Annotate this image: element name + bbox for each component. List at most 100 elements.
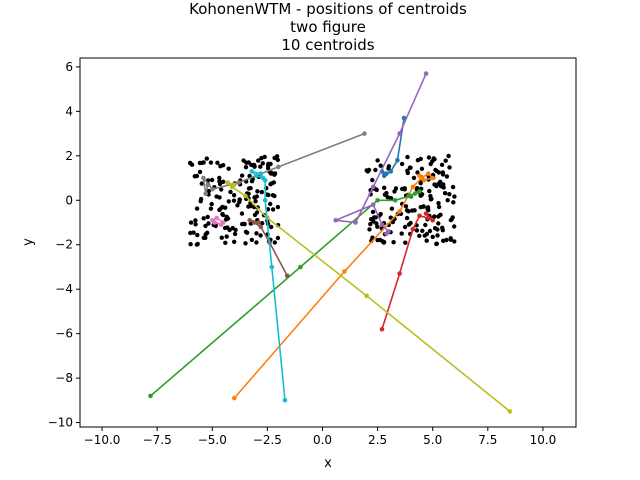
y-axis-ticks: −10 −8 −6 −4 −2 0 2 4 6	[48, 60, 80, 430]
data-point	[218, 206, 224, 211]
trajectory-point	[410, 226, 416, 232]
trajectory-point	[247, 218, 252, 223]
data-point	[217, 179, 222, 184]
data-point	[235, 203, 240, 208]
y-tick-label: −10	[48, 416, 73, 430]
trajectory-point	[384, 171, 389, 176]
data-point	[260, 161, 265, 166]
data-point	[415, 170, 420, 175]
trajectory-point	[258, 171, 264, 176]
data-point	[368, 221, 373, 227]
data-point	[432, 182, 437, 187]
trajectory-point	[412, 191, 418, 196]
data-point	[266, 161, 271, 167]
title-line-1: KohonenWTM - positions of centroids	[189, 0, 467, 18]
data-point	[188, 242, 193, 247]
data-point	[240, 221, 245, 227]
trajectory-point	[203, 191, 208, 196]
trajectory-point	[251, 220, 257, 225]
trajectory-point	[417, 173, 422, 179]
data-point	[219, 235, 224, 240]
data-point	[195, 241, 200, 247]
data-point	[389, 206, 395, 211]
data-point	[189, 162, 195, 167]
trajectory-point	[397, 131, 402, 136]
data-point	[373, 167, 378, 173]
data-point	[417, 233, 422, 238]
data-point	[275, 204, 281, 210]
trajectory-point	[262, 198, 268, 203]
y-tick-label: −2	[55, 238, 73, 252]
trajectory-point	[421, 178, 427, 183]
data-point	[259, 189, 264, 195]
trajectory-point	[395, 158, 400, 163]
data-point	[408, 220, 413, 226]
data-point	[191, 230, 196, 235]
centroid-trajectory-10	[249, 169, 288, 403]
data-point	[272, 193, 277, 199]
y-axis-label: y	[21, 238, 36, 246]
data-point	[219, 187, 224, 192]
data-point	[232, 231, 238, 237]
y-tick-label: −4	[55, 282, 73, 296]
data-point	[391, 240, 396, 245]
data-point	[423, 222, 428, 228]
data-point	[209, 177, 215, 183]
trajectory-point	[353, 220, 358, 225]
trajectory-point	[210, 186, 215, 192]
data-point	[443, 158, 448, 163]
data-point	[435, 233, 440, 238]
data-point	[269, 224, 274, 230]
data-point	[228, 189, 233, 195]
data-point	[224, 234, 229, 239]
x-tick-label: −10.0	[84, 433, 121, 447]
data-point	[197, 169, 203, 175]
trajectory-point	[243, 193, 248, 199]
trajectory-point	[205, 182, 211, 187]
trajectory-point	[282, 398, 288, 403]
data-point	[254, 194, 259, 199]
data-point	[218, 164, 223, 169]
data-point	[206, 221, 211, 226]
data-point	[444, 174, 450, 179]
trajectory-point	[423, 71, 429, 76]
data-point	[226, 199, 231, 204]
x-tick-label: 10.0	[530, 433, 557, 447]
y-tick-label: 0	[65, 193, 73, 207]
data-point	[215, 160, 220, 165]
data-point	[208, 206, 214, 211]
data-point	[450, 184, 456, 190]
data-points	[188, 153, 457, 247]
data-point	[203, 232, 208, 237]
data-point	[244, 230, 250, 235]
data-point	[201, 160, 206, 165]
trajectory-point	[254, 173, 259, 179]
centroid-trajectories	[148, 71, 513, 414]
data-point	[441, 238, 446, 243]
centroid-trajectory-7	[210, 215, 226, 227]
data-point	[419, 166, 425, 171]
data-point	[222, 225, 228, 231]
data-point	[188, 230, 193, 236]
trajectory-point	[426, 215, 431, 221]
trajectory-point	[430, 175, 436, 181]
data-point	[434, 241, 439, 247]
data-point	[374, 221, 379, 226]
data-point	[370, 177, 375, 183]
data-point	[195, 232, 200, 238]
data-point	[430, 234, 435, 240]
data-point	[253, 199, 258, 204]
data-point	[198, 199, 203, 204]
data-point	[272, 172, 277, 177]
data-point	[403, 240, 408, 245]
data-point	[404, 215, 410, 221]
data-point	[426, 155, 432, 160]
x-tick-label: −7.5	[143, 433, 172, 447]
data-point	[272, 240, 277, 245]
data-point	[450, 215, 455, 220]
data-point	[448, 236, 453, 241]
data-point	[243, 165, 249, 170]
trajectory-point	[410, 184, 416, 190]
